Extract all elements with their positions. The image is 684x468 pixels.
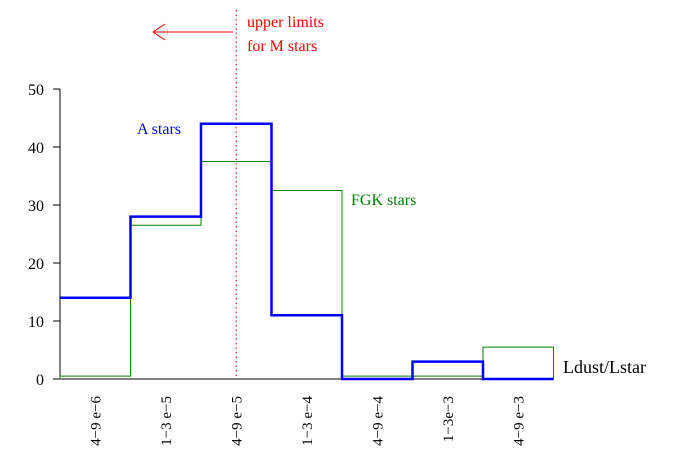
x-tick-label: 4−9 e−6 (88, 396, 104, 446)
y-axis: 0 10 20 30 40 50 (28, 82, 61, 389)
annotation-line-2: for M stars (247, 38, 317, 55)
series-label-a-stars: A stars (137, 121, 181, 138)
x-tick-label: 4−9 e−5 (229, 396, 245, 446)
x-tick-label: 4−9 e−3 (511, 396, 527, 446)
y-tick-label: 10 (28, 314, 44, 331)
chart-labels: A stars FGK stars Ldust/Lstar upper limi… (137, 14, 646, 377)
x-axis-label: Ldust/Lstar (563, 357, 646, 377)
a-stars-step-line (60, 122, 554, 381)
x-axis: 4−9 e−6 1−3 e−5 4−9 e−5 1−3 e−4 4−9 e−4 1−3e−… (60, 378, 554, 446)
annotation-arrow (152, 23, 233, 41)
x-tick-label: 1−3 e−5 (159, 396, 175, 446)
y-tick-label: 40 (28, 140, 44, 157)
x-tick-label: 1−3 e−4 (300, 396, 316, 446)
y-tick-label: 0 (36, 372, 44, 389)
x-tick-label: 4−9 e−4 (370, 396, 386, 446)
x-tick-label: 1−3e−3 (441, 396, 457, 442)
y-tick-label: 50 (28, 82, 44, 99)
y-tick-label: 30 (28, 198, 44, 215)
series-label-fgk-stars: FGK stars (351, 192, 416, 209)
series-marks (59, 10, 554, 381)
fgk-stars-step-line (59, 161, 554, 379)
y-tick-label: 20 (28, 256, 44, 273)
annotation-line-1: upper limits (247, 14, 324, 31)
